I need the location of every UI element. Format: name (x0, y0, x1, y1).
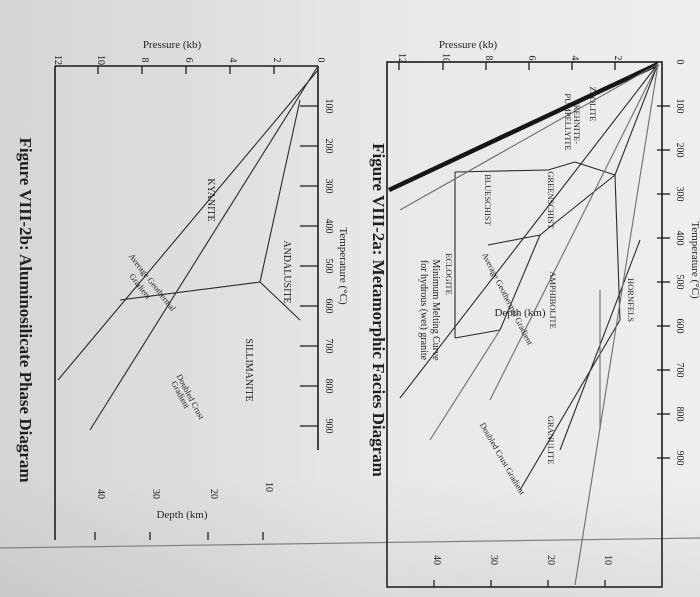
alumino-temperature-axis-title: Temperature (°C) (337, 227, 349, 305)
facies-plot-frame (386, 61, 663, 588)
facies-label-zeolite: ZEOLITE (588, 87, 598, 122)
facies-temp-tick-500: 500 (674, 275, 685, 290)
aluminosilicate-phase-boundaries (57, 65, 319, 431)
facies-label-amphibolite: AMPHIBOLITE (548, 271, 558, 329)
alumino-pressure-tick-8: 8 (139, 58, 150, 63)
page-edge-line (0, 537, 700, 549)
alumino-pressure-tick-6: 6 (183, 58, 194, 63)
facies-label-prehnite: PREHNITE- (572, 100, 582, 144)
facies-temp-tick-800: 800 (674, 407, 685, 422)
facies-pressure-tick-12: 12 (396, 53, 407, 63)
facies-origin-heavy-line (388, 61, 659, 193)
alumino-label-sillimanite: SILLIMANITE (243, 338, 254, 401)
alumino-label-andalusite: ANDALUSITE (281, 240, 292, 303)
facies-boundaries (388, 61, 659, 586)
facies-label-granulite: GRANULITE (546, 416, 556, 465)
alumino-pressure-axis-title: Pressure (kb) (143, 39, 202, 51)
facies-label-greenschist: GREENSCHIST (546, 171, 556, 229)
alumino-depth-tick-20: 20 (208, 489, 219, 499)
alumino-label-kyanite: KYANITE (205, 178, 216, 221)
alumino-temp-tick-300: 300 (323, 179, 334, 194)
alumino-temp-tick-700: 700 (323, 339, 334, 354)
alumino-pressure-tick-4: 4 (227, 58, 238, 63)
facies-depth-tick-20: 20 (545, 555, 556, 565)
alumino-pressure-tick-0: 0 (315, 58, 326, 63)
facies-depth-tick-30: 30 (488, 555, 499, 565)
alumino-pressure-tick-2: 2 (271, 58, 282, 63)
facies-temp-tick-0: 0 (674, 60, 685, 65)
alumino-depth-tick-30: 30 (150, 489, 161, 499)
facies-figure-caption: Figure VIII-2a: Metamorphic Facies Diagr… (369, 143, 388, 477)
facies-temp-tick-700: 700 (674, 363, 685, 378)
facies-diagram: 0 100 200 300 400 500 600 700 800 900 Te… (369, 39, 700, 588)
facies-depth-tick-40: 40 (431, 555, 442, 565)
alumino-temp-tick-100: 100 (323, 99, 334, 114)
alumino-pressure-tick-12: 12 (52, 55, 63, 65)
facies-pressure-axis-title: Pressure (kb) (439, 39, 498, 51)
facies-label-hydrous-granite: for hydrous (wet) granite (418, 260, 429, 361)
alumino-temp-tick-800: 800 (323, 379, 334, 394)
alumino-depth-axis-title: Depth (km) (156, 509, 207, 521)
aluminosilicate-diagram: 100 200 300 400 500 600 700 800 900 Temp… (16, 39, 349, 540)
alumino-temp-tick-900: 900 (323, 419, 334, 434)
aluminosilicate-figure-caption: Figure VIII-2b: Aluminosilicate Phase Di… (16, 137, 35, 482)
facies-pressure-tick-10: 10 (440, 53, 451, 63)
facies-pressure-tick-8: 8 (483, 56, 494, 61)
facies-temp-tick-400: 400 (674, 231, 685, 246)
facies-temp-tick-600: 600 (674, 319, 685, 334)
facies-label-minimum-melting-curve: Minimum Melting Curve (430, 259, 441, 361)
facies-depth-tick-10: 10 (602, 555, 613, 565)
facies-depth-axis-title: Depth (km) (494, 307, 545, 319)
alumino-temp-tick-600: 600 (323, 299, 334, 314)
facies-label-pumpellyite: PUMPELLYITE (563, 93, 573, 150)
alumino-temp-tick-500: 500 (323, 259, 334, 274)
facies-temp-tick-200: 200 (674, 143, 685, 158)
alumino-depth-tick-40: 40 (95, 489, 106, 499)
facies-temperature-ticks (657, 105, 670, 459)
facies-label-eclogite: ECLOGITE (444, 253, 454, 295)
alumino-temp-tick-400: 400 (323, 219, 334, 234)
alumino-temp-tick-200: 200 (323, 139, 334, 154)
facies-label-hornfels: HORNFELS (626, 278, 636, 322)
facies-pressure-tick-2: 2 (612, 56, 623, 61)
facies-pressure-tick-6: 6 (526, 56, 537, 61)
facies-label-blueschist: BLUESCHIST (483, 174, 493, 226)
alumino-depth-tick-10: 10 (263, 482, 274, 492)
alumino-pressure-tick-10: 10 (95, 55, 106, 65)
facies-pressure-tick-4: 4 (569, 56, 580, 61)
facies-temp-tick-900: 900 (674, 451, 685, 466)
facies-temp-tick-100: 100 (674, 99, 685, 114)
facies-temperature-axis-title: Temperature (°C) (689, 221, 700, 299)
facies-label-doubled-crust-gradient: Doubled Crust Gradient (478, 421, 528, 497)
facies-temp-tick-300: 300 (674, 187, 685, 202)
